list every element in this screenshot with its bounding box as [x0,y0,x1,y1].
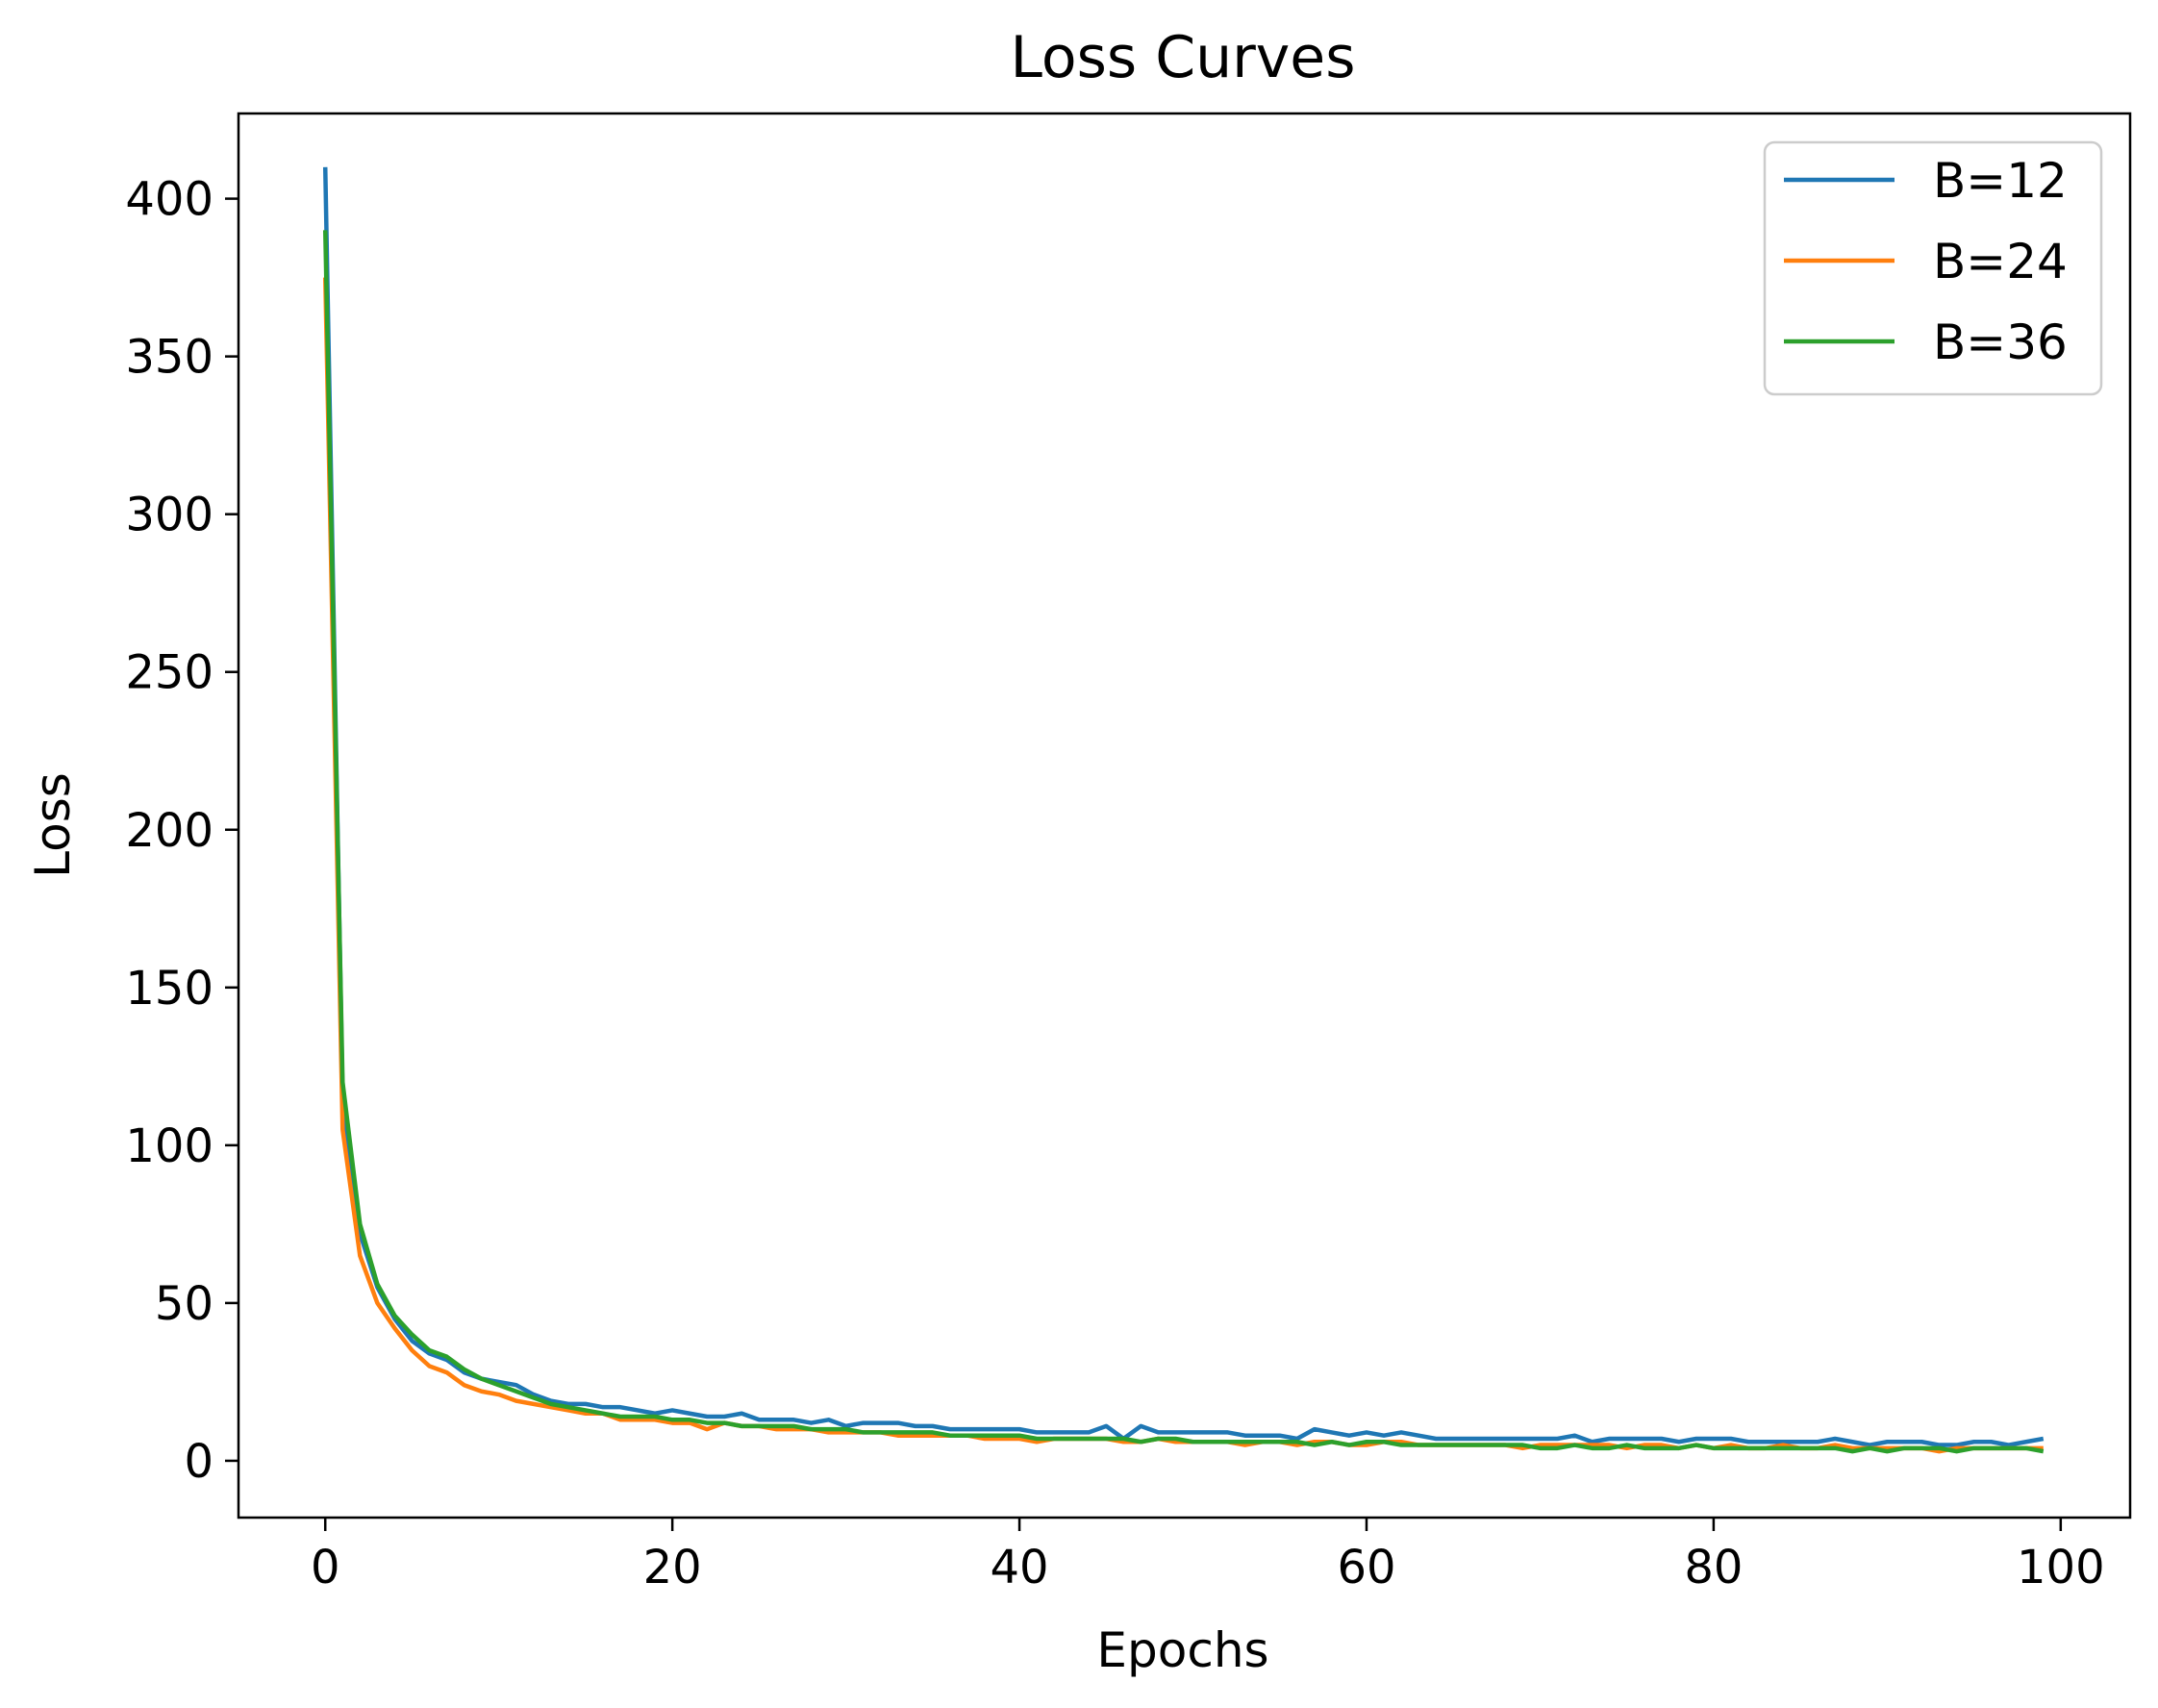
legend-label-b12: B=12 [1933,153,2068,209]
legend-box [1763,140,2103,396]
x-tick-label: 40 [991,1541,1049,1595]
x-tick-label: 60 [1337,1541,1395,1595]
y-tick-label: 300 [125,489,213,542]
plot-area-frame [237,112,2132,1520]
series-layer [322,166,2045,1454]
x-axis-label: Epochs [1096,1622,1268,1678]
y-tick-label: 150 [125,962,213,1016]
y-tick-label: 100 [125,1119,213,1173]
y-axis-ticks: 0 50 100 150 200 250 300 350 400 [125,173,238,1489]
y-axis-label: Loss [25,772,81,878]
series-line-b12 [322,166,2045,1447]
y-tick-label: 350 [125,331,213,385]
legend-label-b24: B=24 [1933,234,2068,289]
y-tick-label: 400 [125,173,213,227]
y-tick-label: 50 [155,1277,213,1331]
y-tick-label: 0 [184,1435,213,1489]
legend: B=12 B=24 B=36 [1763,140,2103,396]
y-tick-label: 200 [125,804,213,858]
y-tick-label: 250 [125,646,213,700]
x-tick-label: 80 [1684,1541,1743,1595]
series-line-b36 [322,230,2045,1454]
legend-label-b36: B=36 [1933,314,2068,370]
chart-title: Loss Curves [1011,24,1356,91]
x-tick-label: 0 [311,1541,340,1595]
x-axis-ticks: 0 20 40 60 80 100 [311,1518,2105,1595]
x-tick-label: 20 [643,1541,702,1595]
x-tick-label: 100 [2017,1541,2105,1595]
